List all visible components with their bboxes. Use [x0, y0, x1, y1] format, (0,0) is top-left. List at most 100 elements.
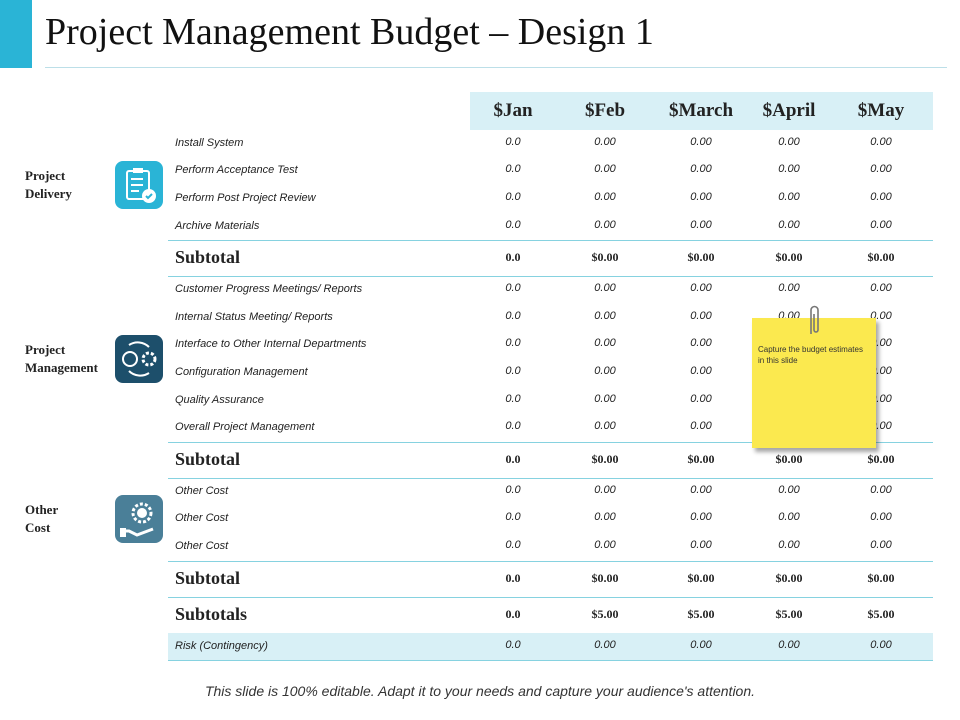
cell-value: 0.00 [594, 282, 616, 295]
row-divider [168, 240, 933, 242]
cell-value: 0.00 [870, 483, 892, 496]
cell-value: 0.00 [690, 135, 712, 148]
cell-value: 0.0 [505, 606, 521, 621]
title-rule [45, 67, 947, 68]
row-label: Other Cost [175, 540, 229, 552]
cell-value: 0.00 [870, 638, 892, 651]
cell-value: 0.0 [505, 511, 521, 524]
cell-value: $5.00 [775, 606, 803, 621]
cell-value: 0.0 [505, 420, 521, 433]
cell-value: 0.00 [778, 511, 800, 524]
row-label: Perform Acceptance Test [175, 164, 298, 177]
cell-value: 0.00 [594, 483, 616, 496]
subtotal-label: Subtotal [175, 449, 241, 469]
cell-value: 0.0 [505, 250, 521, 265]
row-divider [168, 442, 933, 443]
column-header: $Feb [584, 100, 626, 121]
cell-value: 0.0 [505, 365, 521, 377]
cell-value: 0.00 [778, 282, 800, 295]
cell-value: 0.00 [870, 511, 892, 524]
row-divider [168, 660, 933, 662]
cell-value: 0.0 [505, 309, 521, 322]
cell-value: 0.00 [690, 638, 712, 651]
cell-value: $5.00 [687, 606, 715, 621]
note-text: Capture the budget estimates in this sli… [758, 345, 863, 365]
cell-value: 0.00 [690, 163, 712, 176]
cell-value: 0.00 [690, 483, 712, 496]
cell-value: 0.00 [778, 163, 800, 176]
cell-value: 0.00 [594, 337, 616, 350]
cell-value: 0.0 [505, 163, 521, 176]
cell-value: 0.00 [594, 638, 616, 651]
cell-value: 0.0 [505, 570, 521, 585]
cell-value: 0.00 [690, 365, 712, 377]
cell-value: 0.00 [594, 309, 616, 322]
cell-value: 0.0 [505, 337, 521, 350]
cell-value: 0.00 [690, 309, 712, 322]
cell-value: 0.00 [690, 539, 712, 551]
row-label: Risk (Contingency) [175, 639, 268, 652]
cell-value: 0.00 [594, 539, 616, 551]
cell-value: 0.0 [505, 218, 521, 231]
cell-value: 0.00 [594, 135, 616, 148]
cell-value: 0.0 [505, 452, 521, 466]
cell-value: 0.00 [690, 420, 712, 433]
group-label: Other Cost [25, 502, 58, 536]
cell-value: 0.00 [594, 163, 616, 176]
row-label: Customer Progress Meetings/ Reports [175, 283, 363, 296]
cell-value: 0.00 [778, 191, 800, 203]
cell-value: $0.00 [867, 250, 895, 265]
cell-value: $0.00 [591, 452, 619, 466]
cell-value: 0.00 [594, 191, 616, 203]
subtotal-label: Subtotal [175, 247, 241, 268]
sticky-note: Capture the budget estimates in this sli… [752, 305, 876, 448]
row-label: Configuration Management [175, 366, 308, 378]
row-divider [168, 276, 933, 278]
cell-value: $0.00 [687, 570, 715, 585]
row-divider [168, 478, 933, 479]
cell-value: 0.00 [594, 218, 616, 231]
row-divider [168, 596, 933, 598]
group-icon [115, 495, 163, 544]
risk-background [168, 632, 933, 661]
cell-value: 0.0 [505, 539, 521, 551]
column-header: $April [762, 100, 816, 121]
row-label: Interface to Other Internal Departments [175, 338, 367, 351]
cell-value: 0.00 [778, 135, 800, 148]
footer: This slide is 100% editable. Adapt it to… [204, 683, 756, 699]
cell-value: 0.00 [778, 638, 800, 651]
column-header: $Jan [493, 100, 533, 121]
cell-value: 0.0 [505, 638, 521, 651]
cell-value: 0.00 [690, 337, 712, 350]
cell-value: 0.00 [870, 218, 892, 231]
cell-value: $0.00 [775, 250, 803, 265]
group-label: Project Delivery [25, 168, 72, 202]
cell-value: $0.00 [775, 570, 803, 585]
cell-value: 0.00 [778, 218, 800, 231]
row-label: Archive Materials [175, 219, 260, 232]
column-header: $May [857, 100, 905, 121]
row-label: Internal Status Meeting/ Reports [175, 310, 333, 323]
cell-value: $5.00 [867, 606, 895, 621]
cell-value: 0.00 [870, 282, 892, 295]
group-icon [115, 335, 163, 384]
cell-value: $5.00 [591, 606, 619, 621]
group-icon [115, 161, 163, 210]
cell-value: 0.0 [505, 483, 521, 496]
slide-title: Project Management Budget – Design 1 [45, 11, 654, 53]
cell-value: 0.00 [870, 191, 892, 203]
cell-value: 0.00 [690, 191, 712, 203]
row-label: Other Cost [175, 512, 229, 525]
row-label: Quality Assurance [175, 393, 264, 406]
cell-value: 0.00 [870, 539, 892, 551]
cell-value: 0.0 [505, 135, 521, 148]
cell-value: $0.00 [867, 570, 895, 585]
cell-value: 0.0 [505, 191, 521, 203]
accent-bar [0, 0, 32, 68]
subtotal-label: Subtotal [175, 567, 241, 588]
paperclip [810, 305, 819, 334]
cell-value: 0.00 [870, 135, 892, 148]
cell-value: $0.00 [775, 452, 803, 466]
cell-value: 0.00 [594, 392, 616, 405]
